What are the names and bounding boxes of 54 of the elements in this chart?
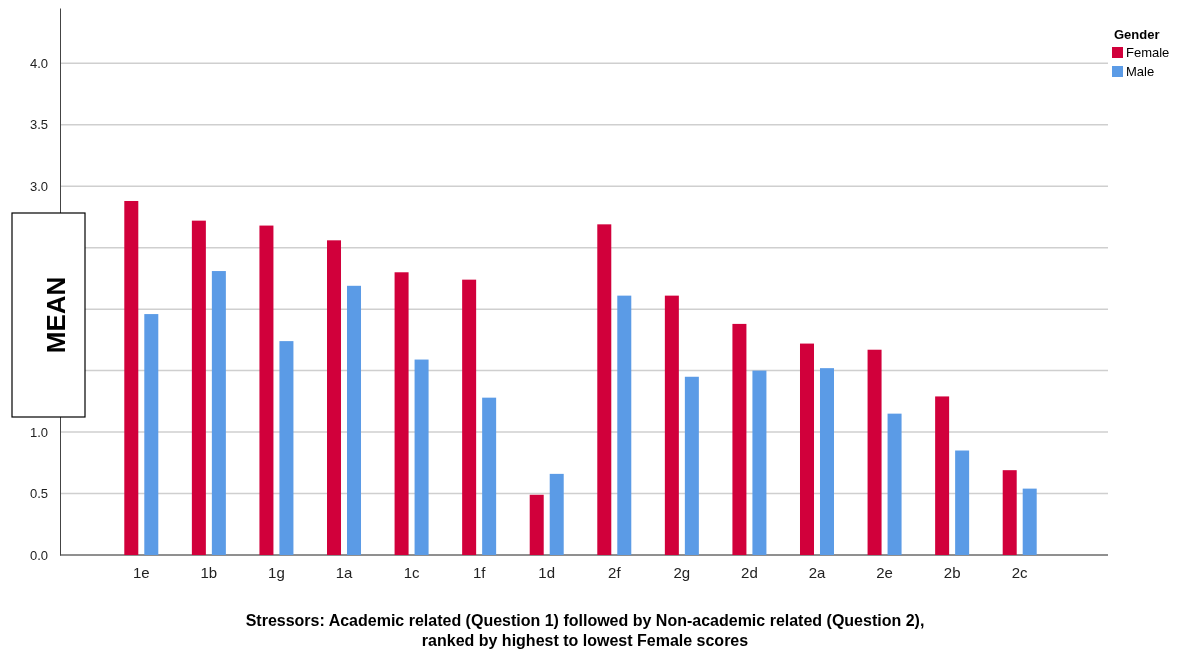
bar bbox=[955, 450, 970, 555]
bar bbox=[529, 494, 544, 555]
bar bbox=[482, 397, 497, 555]
bar bbox=[259, 225, 274, 555]
y-tick-label: 0.0 bbox=[29, 547, 48, 563]
y-tick-label: 0.5 bbox=[29, 486, 48, 502]
y-tick-label: 3.0 bbox=[29, 178, 48, 194]
x-tick-label: 2f bbox=[608, 563, 622, 581]
x-tick-label: 1b bbox=[200, 563, 218, 581]
bar bbox=[867, 349, 882, 555]
y-axis-title: MEAN bbox=[41, 276, 71, 354]
bar bbox=[819, 368, 834, 555]
x-tick-label: 2e bbox=[876, 563, 893, 581]
bar bbox=[347, 285, 362, 555]
bar bbox=[1002, 470, 1017, 555]
x-tick-label: 2b bbox=[943, 563, 961, 581]
bar bbox=[124, 200, 139, 555]
x-tick-label: 1g bbox=[268, 563, 285, 581]
bar bbox=[887, 413, 902, 555]
x-tick-label: 1e bbox=[132, 563, 150, 581]
bar bbox=[935, 396, 950, 555]
bar bbox=[684, 376, 699, 555]
x-tick-label: 1a bbox=[335, 563, 354, 581]
bar bbox=[732, 323, 747, 555]
bar bbox=[327, 240, 342, 555]
bar bbox=[279, 341, 294, 555]
bar bbox=[799, 343, 814, 555]
bar bbox=[752, 370, 767, 555]
x-tick-label: 1d bbox=[538, 563, 556, 581]
bar bbox=[191, 220, 206, 555]
y-tick-label: 3.5 bbox=[29, 117, 48, 133]
bar bbox=[414, 359, 429, 555]
bar bbox=[394, 272, 409, 555]
x-tick-label: 1f bbox=[472, 563, 487, 581]
bar bbox=[144, 314, 159, 555]
x-tick-label: 2a bbox=[808, 563, 826, 581]
bar bbox=[617, 295, 632, 555]
label-frame: MEAN bbox=[11, 212, 86, 418]
bar bbox=[462, 279, 477, 555]
y-tick-label: 4.0 bbox=[29, 55, 48, 71]
x-tick-label: 1c bbox=[403, 563, 420, 581]
x-tick-label: 2c bbox=[1011, 563, 1029, 581]
bar bbox=[549, 473, 564, 555]
x-tick-label: 2g bbox=[673, 563, 691, 581]
bar bbox=[1022, 488, 1037, 555]
bar bbox=[597, 224, 612, 555]
x-axis-title: Stressors: Academic related (Question 1) followed by Non-academic related (Question 2), ranked by highest to lowest Female scores bbox=[245, 612, 925, 649]
y-tick-label: 1.0 bbox=[29, 424, 48, 440]
legend-title: Gender bbox=[1114, 27, 1160, 42]
bar bbox=[211, 271, 226, 555]
legend-label: Female bbox=[1126, 45, 1170, 60]
legend-label: Male bbox=[1126, 64, 1155, 79]
x-tick-label: 2d bbox=[741, 563, 758, 581]
bar bbox=[664, 295, 679, 555]
